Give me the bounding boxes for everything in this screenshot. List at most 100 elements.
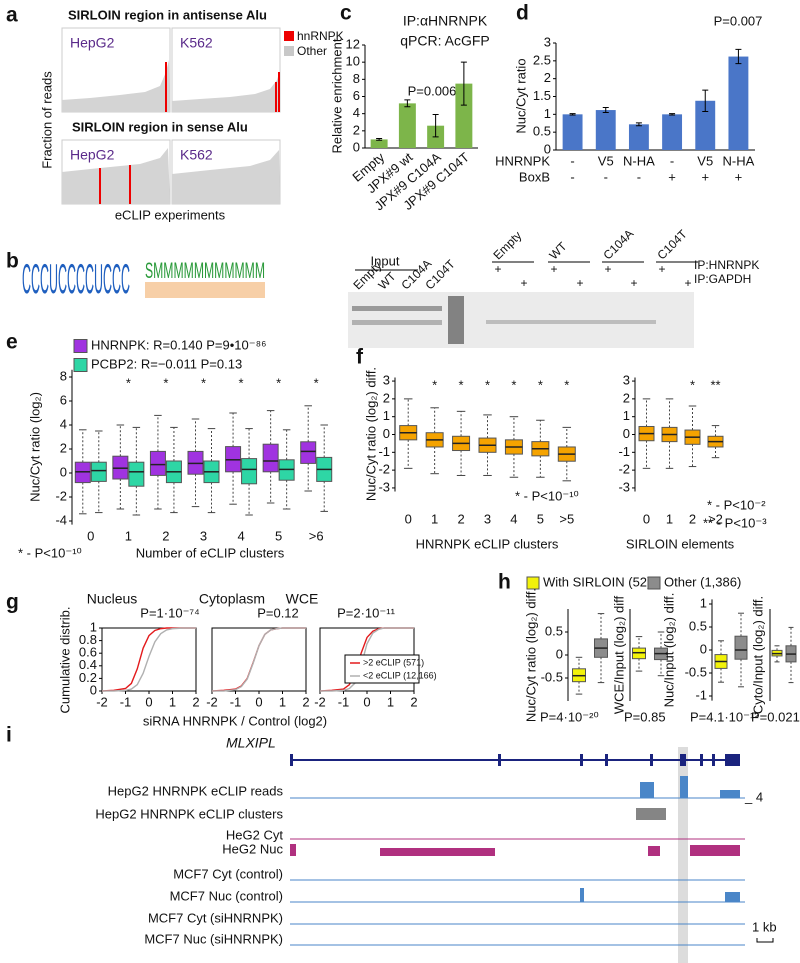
panel-title: SIRLOIN region in antisense Alu	[68, 7, 267, 22]
y-tick-label: 0	[556, 646, 563, 661]
track-signal	[680, 776, 688, 798]
y-tick-label: 3	[383, 373, 390, 388]
y-tick-label: 0	[544, 141, 551, 156]
x-tick-label: 1	[387, 694, 394, 709]
y-tick-label: 1	[383, 408, 390, 423]
row-value: V5	[598, 153, 614, 168]
row-label: HNRNPK	[495, 153, 550, 168]
sign: +	[684, 276, 691, 290]
track-signal	[720, 790, 740, 798]
scalebar-label: 1 kb	[752, 919, 777, 934]
ip-group-label: Empty	[490, 228, 524, 262]
x-tick-label: -2	[314, 694, 326, 709]
ip-row-label: IP:GAPDH	[694, 272, 751, 286]
x-label: Number of eCLIP clusters	[136, 545, 285, 560]
legend-label: <2 eCLIP (12,166)	[363, 670, 437, 680]
track-signal	[290, 844, 296, 856]
bar	[628, 124, 649, 150]
legend-swatch	[526, 576, 540, 590]
x-tick-label: 5	[275, 528, 282, 543]
track-label: MCF7 Cyt (siHNRNPK)	[148, 910, 283, 925]
x-tick-label: -1	[338, 694, 350, 709]
error-bar	[460, 61, 467, 106]
x-tick-label: 1	[431, 511, 438, 526]
x-tick-label: 2	[302, 694, 309, 709]
x-tick-label: 4	[237, 528, 244, 543]
track-label: HeG2 Cyt	[226, 827, 283, 842]
track-label: MCF7 Cyt (control)	[173, 866, 283, 881]
y-tick-label: 6	[60, 392, 67, 407]
significance: *	[163, 375, 168, 390]
sign: +	[520, 276, 527, 290]
legend-frame	[344, 654, 420, 684]
x-label: HNRNPK eCLIP clusters	[416, 536, 559, 551]
annotation: P=0.12	[257, 605, 299, 620]
panel-i: MLXIPL _ 4 1 kb	[226, 735, 777, 963]
bars-shape	[172, 150, 280, 204]
y-tick-label: 1.5	[533, 88, 551, 103]
panel-label: h	[498, 571, 511, 594]
cdf-line	[211, 627, 306, 692]
ip-group-label: WT	[546, 239, 570, 263]
y-tick-label: 8	[353, 71, 360, 86]
box	[128, 461, 145, 487]
x-tick-label: -1	[230, 694, 242, 709]
row-label: BoxB	[519, 169, 550, 184]
sign: +	[604, 262, 611, 276]
legend-swatch	[284, 31, 294, 41]
y-tick-label: 0.5	[545, 623, 563, 638]
x-tick-label: 3	[200, 528, 207, 543]
ip-row-label: IP:HNRNPK	[694, 258, 759, 272]
y-tick-label: 3	[544, 34, 551, 49]
x-tick-label: >5	[559, 511, 574, 526]
row-value: V5	[697, 153, 713, 168]
legend-label: With SIRLOIN (52)	[543, 574, 651, 589]
bar	[398, 103, 416, 148]
plot-frame	[211, 627, 307, 692]
annotation: P=2·10⁻¹¹	[337, 605, 395, 620]
track-signal	[725, 892, 740, 902]
track-signal	[636, 808, 666, 820]
logo-lower	[145, 282, 265, 298]
highlight-region	[678, 747, 688, 963]
legend-label: Other	[297, 44, 327, 58]
significance: *	[201, 375, 206, 390]
error-bar	[702, 89, 709, 112]
row-value: +	[701, 169, 709, 184]
track-label: HepG2 HNRNPK eCLIP clusters	[95, 806, 283, 821]
plot-frame	[101, 627, 197, 692]
box	[241, 458, 258, 485]
cell-label: K562	[180, 147, 213, 163]
row-value: -	[570, 169, 574, 184]
y-tick-label: 0.5	[689, 618, 707, 633]
ip-group-label: C104A	[600, 227, 636, 263]
y-tick-label: 2	[353, 122, 360, 137]
x-tick-label: 1	[279, 694, 286, 709]
y-tick-label: -1	[378, 444, 390, 459]
scalebar	[756, 938, 774, 943]
x-tick-label: >2	[708, 511, 723, 526]
y-tick-label: 1	[700, 595, 707, 610]
y-tick-label: 10	[346, 54, 360, 69]
exon	[498, 754, 501, 766]
y-label: Fraction of reads	[39, 71, 54, 169]
chart-title: Cytoplasm	[199, 591, 265, 607]
x-tick-label: 2	[689, 511, 696, 526]
bar	[455, 83, 473, 148]
x-tick-label: 0	[643, 511, 650, 526]
y-tick-label: -2	[618, 462, 630, 477]
y-tick-label: -1	[618, 444, 630, 459]
bar	[370, 139, 388, 148]
annotation: P=0.021	[751, 709, 800, 724]
cdf-line	[102, 627, 196, 692]
y-tick-label: -0.5	[541, 669, 563, 684]
x-label: siRNA HNRNPK / Control (log2)	[143, 713, 327, 728]
y-tick-label: 2.5	[533, 52, 551, 67]
x-tick-label: 0	[255, 694, 262, 709]
blot-group-label: Input	[371, 253, 400, 268]
sequence-logo: CCCUCCCCUCCC	[22, 255, 130, 302]
legend-label: HNRNPK: R=0.140 P=9•10⁻⁸⁶	[91, 337, 266, 352]
panel-label: f	[356, 346, 364, 369]
y-label: Cyto/Input (log₂) diff.	[750, 596, 765, 714]
error-bar	[602, 107, 609, 114]
